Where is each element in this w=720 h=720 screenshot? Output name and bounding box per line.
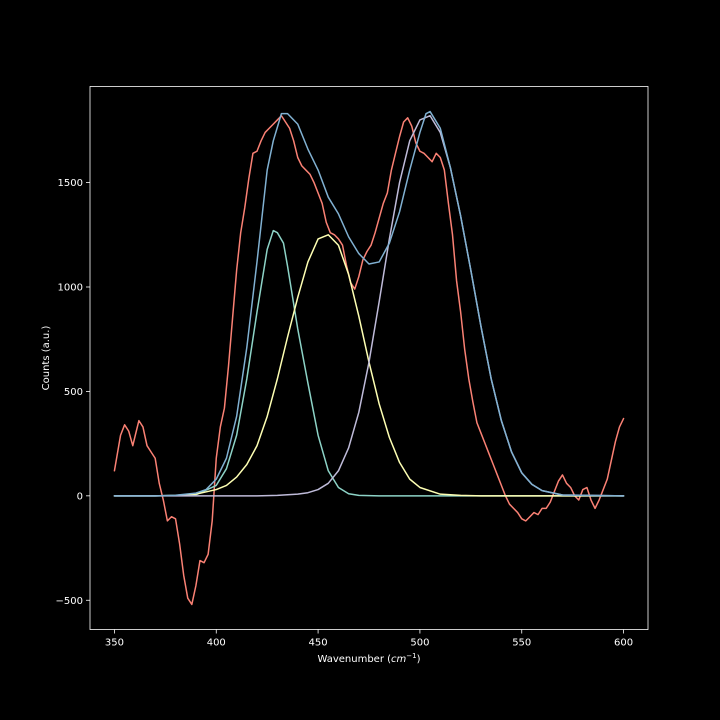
y-axis-ticks: −500 0 500 1000 1500 xyxy=(56,178,90,607)
series-layer xyxy=(113,110,625,606)
x-axis-label: Wavenumber (cm−1) xyxy=(317,652,420,665)
x-tick-label: 550 xyxy=(512,638,531,649)
series-line-5-fitted-sum xyxy=(113,110,625,497)
x-tick-label: 500 xyxy=(410,638,429,649)
x-axis-ticks: 350 400 450 500 550 600 xyxy=(105,629,633,649)
x-tick-label: 400 xyxy=(207,638,226,649)
y-axis-label: Counts (a.u.) xyxy=(41,326,52,391)
series-line-3-fitted-peak xyxy=(113,234,625,497)
x-tick-label: 600 xyxy=(614,638,633,649)
series-line-1-measured xyxy=(113,114,625,606)
series-line-2-fitted-peak xyxy=(113,229,625,497)
plot-frame xyxy=(89,86,649,630)
y-tick-label: 500 xyxy=(64,387,83,398)
y-tick-label: −500 xyxy=(56,596,83,607)
y-tick-label: 0 xyxy=(77,491,83,502)
x-tick-label: 350 xyxy=(105,638,124,649)
y-tick-label: 1000 xyxy=(58,282,83,293)
y-tick-label: 1500 xyxy=(58,178,83,189)
x-tick-label: 450 xyxy=(309,638,328,649)
